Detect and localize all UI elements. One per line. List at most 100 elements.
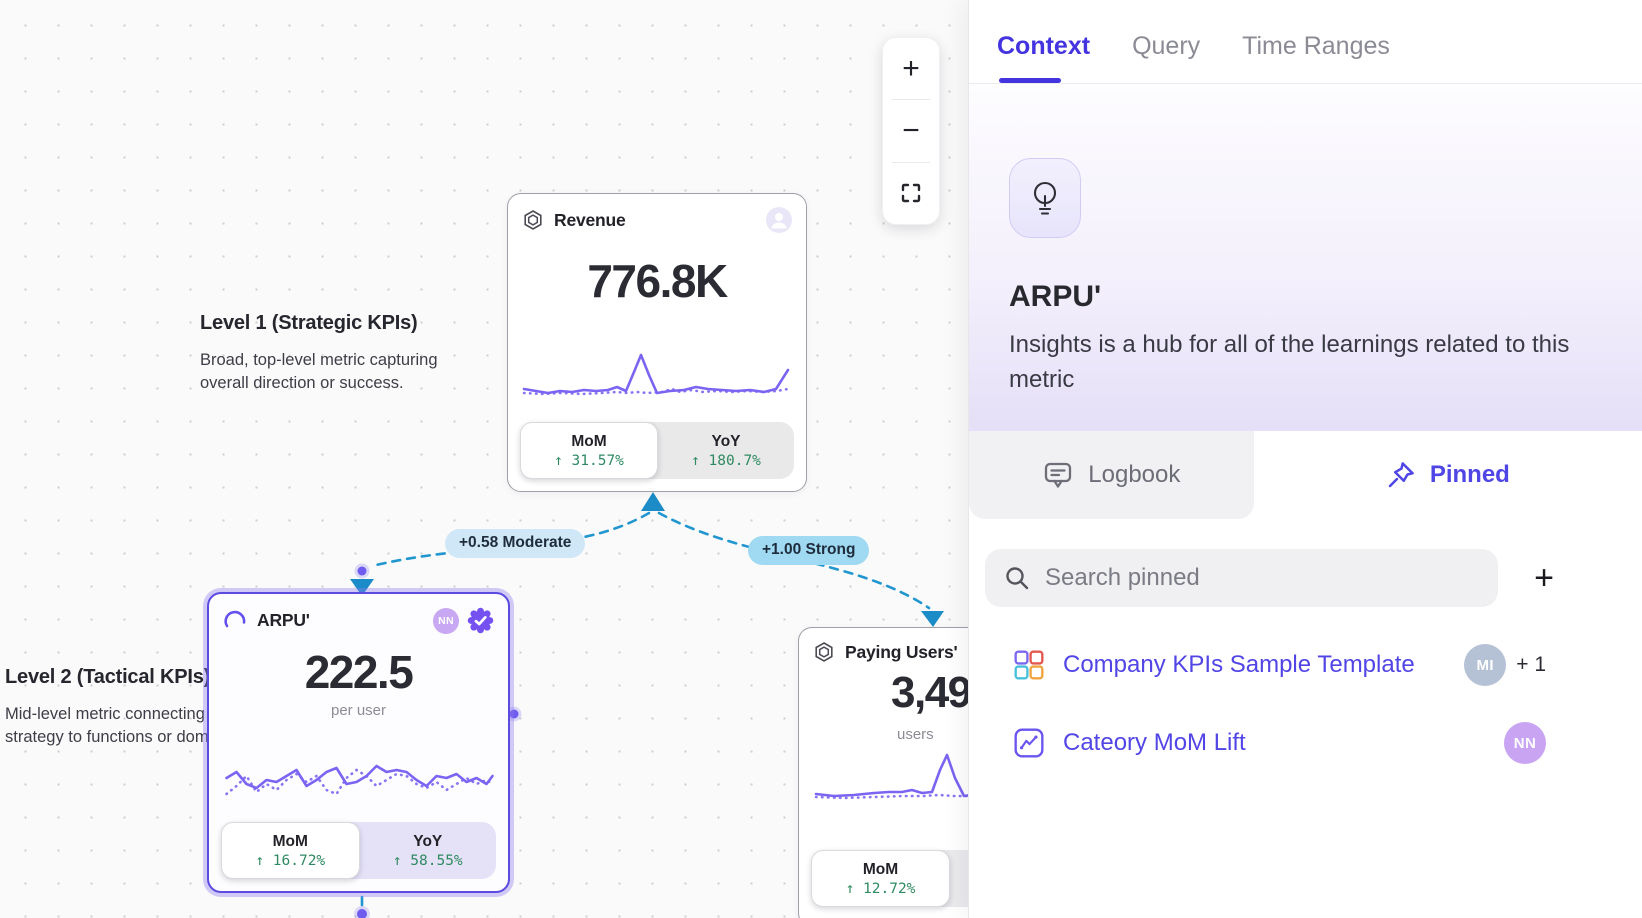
metric-value: 776.8K <box>587 255 728 307</box>
pinned-item-cateory-mom-lift[interactable]: Cateory MoM Lift NN <box>1013 719 1546 767</box>
subtab-logbook[interactable]: Logbook <box>969 431 1254 519</box>
annotation-level2-desc: Mid-level metric connecting strategy to … <box>5 703 245 748</box>
metric-unit: users <box>897 726 934 743</box>
divider <box>892 161 930 163</box>
yoy-label: YoY <box>413 832 443 850</box>
avatar: MI <box>1464 644 1507 686</box>
pinned-item-label: Company KPIs Sample Template <box>1063 651 1415 678</box>
annotation-level2: Level 2 (Tactical KPIs) Mid-level metric… <box>5 666 245 748</box>
metric-value: 3,49 <box>891 668 968 717</box>
panel-subtabs: Logbook Pinned <box>969 431 1642 519</box>
period-toggle: MoM ↑ 31.57% YoY ↑ 180.7% <box>520 422 794 479</box>
add-pinned-button[interactable]: + <box>1534 559 1554 597</box>
mom-label: MoM <box>862 860 899 878</box>
avatar: NN <box>1504 722 1546 764</box>
edge-label-strong[interactable]: +1.00 Strong <box>748 536 870 565</box>
pinned-list: Company KPIs Sample Template MI + 1 Cate… <box>969 641 1642 767</box>
mom-value: ↑ 16.72% <box>255 852 326 869</box>
pin-icon <box>1388 462 1414 488</box>
metric-description: Insights is a hub for all of the learnin… <box>1009 331 1570 393</box>
metric-tree-canvas[interactable]: +0.58 Moderate +1.00 Strong Level 1 (Str… <box>0 0 968 918</box>
zoom-in-button[interactable]: + <box>902 51 920 85</box>
pinned-search-row: + <box>969 549 1642 607</box>
edge-revenue-paying-users[interactable] <box>657 511 931 610</box>
arc-gauge-icon <box>224 610 246 627</box>
subtab-pinned-label: Pinned <box>1429 461 1510 488</box>
period-toggle: MoM ↑ 16.72% YoY ↑ 58.55% <box>221 822 496 879</box>
search-pinned-input[interactable] <box>1045 564 1481 592</box>
metric-unit: per user <box>330 702 387 720</box>
panel-tabs: Context Query Time Ranges <box>969 0 1642 84</box>
annotation-level2-title: Level 2 (Tactical KPIs) <box>5 666 211 688</box>
metric-card-revenue[interactable]: Revenue 776.8K MoM ↑ 31 <box>507 193 807 492</box>
card-title: Paying Users' <box>845 641 958 662</box>
arrowhead-into-revenue <box>641 492 665 511</box>
mom-tab[interactable]: MoM ↑ 31.57% <box>520 422 658 479</box>
annotation-level2-desc-line1: Mid-level metric connecting <box>5 705 205 723</box>
pinned-item-label: Cateory MoM Lift <box>1063 729 1246 756</box>
tab-time-ranges[interactable]: Time Ranges <box>1242 32 1390 60</box>
chart-icon <box>1014 728 1044 758</box>
metric-hero: ARPU' Insights is a hub for all of the l… <box>969 84 1642 431</box>
paying-users-sparkline <box>814 753 968 800</box>
metric-card-paying-users[interactable]: Paying Users' 3,49 users MoM ↑ 12.72% <box>798 627 968 918</box>
hexagon-node-icon <box>524 210 542 230</box>
extra-collaborators-count: + 1 <box>1516 653 1546 676</box>
mom-label: MoM <box>272 832 308 850</box>
mom-label: MoM <box>571 432 607 450</box>
mom-tab[interactable]: MoM ↑ 12.72% <box>811 850 950 907</box>
arrowhead-into-paying-users <box>921 611 944 627</box>
tab-query[interactable]: Query <box>1132 32 1201 60</box>
owner-avatar-icon <box>766 207 792 233</box>
edge-revenue-arpu[interactable] <box>370 511 651 568</box>
verified-check-badge-icon <box>467 607 494 634</box>
period-toggle: MoM ↑ 12.72% <box>811 850 968 907</box>
yoy-label: YoY <box>711 432 741 450</box>
yoy-tab[interactable] <box>950 850 968 907</box>
annotation-level1: Level 1 (Strategic KPIs) Broad, top-leve… <box>200 312 460 394</box>
hexagon-node-icon <box>815 642 833 662</box>
mom-tab[interactable]: MoM ↑ 16.72% <box>221 822 360 879</box>
subtab-logbook-label: Logbook <box>1088 461 1181 488</box>
divider <box>892 99 930 101</box>
annotation-level1-desc-line1: Broad, top-level metric capturing <box>200 351 438 369</box>
edge-label-moderate[interactable]: +0.58 Moderate <box>445 529 586 558</box>
subtab-pinned[interactable]: Pinned <box>1253 431 1642 519</box>
arpu-top-handle[interactable] <box>357 566 367 576</box>
edges-layer <box>350 492 944 918</box>
revenue-sparkline <box>522 353 790 396</box>
yoy-tab[interactable]: YoY ↑ 58.55% <box>360 822 497 879</box>
collaborator-badge: NN <box>433 607 459 634</box>
metric-value: 222.5 <box>304 646 414 698</box>
insight-icon-card <box>1009 158 1081 238</box>
template-grid-icon <box>1014 650 1044 680</box>
search-box[interactable] <box>985 549 1499 607</box>
zoom-out-button[interactable]: − <box>902 113 920 147</box>
mom-value: ↑ 31.57% <box>554 452 624 469</box>
metric-card-arpu[interactable]: ARPU' NN 222.5 pe <box>207 592 510 893</box>
tab-context[interactable]: Context <box>997 32 1090 83</box>
fit-view-button[interactable] <box>883 163 939 224</box>
arpu-bottom-handle[interactable] <box>357 909 367 918</box>
annotation-level1-title: Level 1 (Strategic KPIs) <box>200 312 418 334</box>
metric-name-heading: ARPU' <box>1009 280 1102 313</box>
pinned-item-company-kpis[interactable]: Company KPIs Sample Template MI + 1 <box>1013 641 1546 689</box>
yoy-value: ↑ 58.55% <box>392 852 463 869</box>
yoy-tab[interactable]: YoY ↑ 180.7% <box>658 422 794 479</box>
arrowhead-into-arpu <box>350 579 374 596</box>
annotation-level2-desc-line2: strategy to functions or doma <box>5 727 218 746</box>
arpu-right-handle[interactable] <box>509 709 519 719</box>
lightbulb-icon <box>1033 181 1057 215</box>
logbook-comment-icon <box>1045 462 1072 488</box>
arpu-sparkline <box>225 764 494 796</box>
zoom-controls: + − <box>882 37 940 225</box>
yoy-value: ↑ 180.7% <box>691 452 761 469</box>
card-title: ARPU' <box>257 610 310 630</box>
annotation-level1-desc: Broad, top-level metric capturing overal… <box>200 349 460 394</box>
details-panel: Context Query Time Ranges ARPU' Insights… <box>968 0 1642 918</box>
search-icon <box>1006 567 1029 590</box>
mom-value: ↑ 12.72% <box>845 880 916 897</box>
card-title: Revenue <box>554 209 626 230</box>
annotation-level1-desc-line2: overall direction or success. <box>200 373 404 392</box>
